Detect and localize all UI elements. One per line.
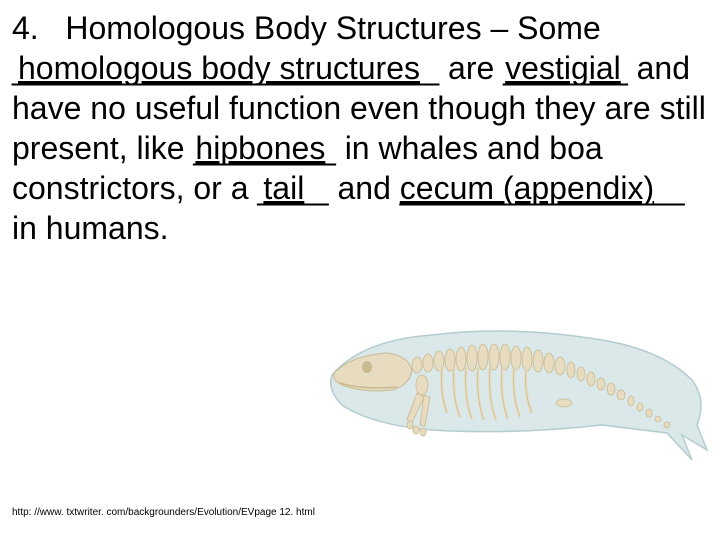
slide-body: 4. Homologous Body Structures – Some ___… bbox=[0, 0, 720, 256]
blank2-fill: vestigial bbox=[505, 48, 621, 88]
title-text: Homologous Body Structures bbox=[65, 10, 481, 46]
text-p6: in humans. bbox=[12, 210, 169, 246]
blank4-fill: tail bbox=[263, 168, 304, 208]
text-p1: Some bbox=[517, 10, 601, 46]
blank5-fill: cecum (appendix) bbox=[400, 168, 654, 208]
whale-skeleton-image bbox=[312, 285, 712, 485]
citation-text: http: //www. txtwriter. com/backgrounder… bbox=[12, 507, 315, 518]
blank3-fill: hipbones bbox=[195, 128, 325, 168]
text-p2: are bbox=[448, 50, 503, 86]
text-p5: and bbox=[329, 170, 400, 206]
item-number: 4. bbox=[12, 10, 39, 46]
blank1-fill: homologous body structures bbox=[18, 48, 420, 88]
